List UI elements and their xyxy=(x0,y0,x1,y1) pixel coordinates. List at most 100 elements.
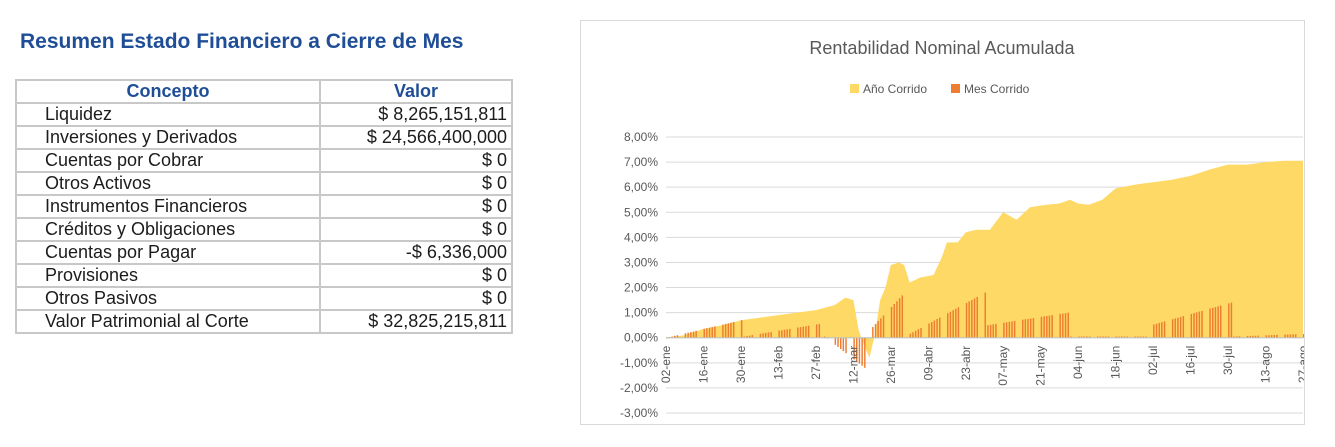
bar-mes-corrido xyxy=(914,330,917,338)
bar-mes-corrido xyxy=(1295,334,1297,338)
bar-mes-corrido xyxy=(724,323,727,338)
row-valor: $ 32,825,215,811 xyxy=(319,309,513,334)
bar-mes-corrido xyxy=(1008,321,1011,338)
bar-mes-corrido xyxy=(1013,321,1016,338)
bar-mes-corrido xyxy=(872,327,874,338)
bar-mes-corrido xyxy=(928,323,930,338)
bar-mes-corrido xyxy=(893,304,895,338)
table-row: Inversiones y Derivados $ 24,566,400,000 xyxy=(15,125,513,150)
bar-mes-corrido xyxy=(1273,335,1276,338)
bar-mes-corrido xyxy=(898,298,901,338)
returns-chart: Rentabilidad Nominal Acumulada Año Corri… xyxy=(620,38,1304,420)
bar-mes-corrido xyxy=(1059,313,1061,338)
table-row: Cuentas por Pagar -$ 6,336,000 xyxy=(15,240,513,265)
chart-title: Rentabilidad Nominal Acumulada xyxy=(809,38,1075,58)
legend-label-ano-corrido: Año Corrido xyxy=(863,82,927,96)
bar-mes-corrido xyxy=(968,301,970,338)
bar-mes-corrido xyxy=(807,325,810,338)
bar-mes-corrido xyxy=(1246,336,1249,338)
row-concepto: Liquidez xyxy=(15,102,321,127)
bar-mes-corrido xyxy=(1107,336,1110,338)
bar-mes-corrido xyxy=(1062,313,1064,338)
bar-mes-corrido xyxy=(783,329,786,338)
bar-mes-corrido xyxy=(1303,334,1304,338)
bar-mes-corrido xyxy=(1003,322,1005,338)
x-tick-label: 02-ene xyxy=(659,345,673,383)
bar-mes-corrido xyxy=(1005,322,1008,338)
x-tick-label: 30-ene xyxy=(734,345,748,383)
table-row: Provisiones $ 0 xyxy=(15,263,513,288)
bar-mes-corrido xyxy=(1198,311,1201,338)
y-axis: 8,00% 7,00% 6,00% 5,00% 4,00% 3,00% 2,00% 1,00%… xyxy=(620,130,658,420)
bar-mes-corrido xyxy=(799,327,802,338)
bar-mes-corrido xyxy=(727,323,730,338)
x-tick-label: 09-abr xyxy=(921,346,935,381)
bar-mes-corrido xyxy=(671,336,673,338)
bar-mes-corrido xyxy=(1236,336,1238,338)
bar-mes-corrido xyxy=(1118,336,1120,338)
x-axis: 02-ene 16-ene 30-ene 13-feb 27-feb 12-mar 26-m… xyxy=(659,345,1304,385)
bar-mes-corrido xyxy=(1249,335,1251,338)
bar-mes-corrido xyxy=(949,311,952,338)
summary-title: Resumen Estado Financiero a Cierre de Me… xyxy=(20,30,464,53)
x-tick-label: 13-feb xyxy=(771,345,785,379)
header-concepto: Concepto xyxy=(15,79,321,104)
bar-mes-corrido xyxy=(1230,302,1233,338)
row-valor: $ 0 xyxy=(319,194,513,219)
bar-mes-corrido xyxy=(674,335,676,338)
y-tick-label: 0,00% xyxy=(624,331,658,345)
bar-mes-corrido xyxy=(1201,310,1203,338)
x-tick-label: 26-mar xyxy=(884,346,898,384)
bar-mes-corrido xyxy=(749,335,751,338)
bar-mes-corrido xyxy=(971,299,973,338)
bar-mes-corrido xyxy=(703,328,705,338)
bar-mes-corrido xyxy=(1048,315,1051,338)
row-concepto: Inversiones y Derivados xyxy=(15,125,321,150)
bar-mes-corrido xyxy=(789,328,791,338)
bar-mes-corrido xyxy=(690,332,692,338)
bar-mes-corrido xyxy=(1067,312,1069,338)
bar-mes-corrido xyxy=(714,326,716,338)
bar-mes-corrido xyxy=(711,327,713,338)
x-tick-label: 16-ene xyxy=(697,345,711,383)
bar-mes-corrido xyxy=(965,302,968,338)
bar-mes-corrido xyxy=(1022,319,1024,338)
bar-mes-corrido xyxy=(864,337,866,368)
table-header-row: Concepto Valor xyxy=(15,79,513,104)
bar-mes-corrido xyxy=(861,337,863,366)
x-tick-label: 27-feb xyxy=(809,345,823,379)
bar-mes-corrido xyxy=(1228,303,1230,338)
bar-mes-corrido xyxy=(874,324,877,338)
x-tick-label: 27-ago xyxy=(1296,345,1304,383)
table-row: Otros Pasivos $ 0 xyxy=(15,286,513,311)
bar-mes-corrido xyxy=(1254,335,1257,338)
bar-mes-corrido xyxy=(834,337,837,345)
bar-mes-corrido xyxy=(797,327,799,338)
bar-mes-corrido xyxy=(995,323,997,338)
bar-mes-corrido xyxy=(1086,336,1088,338)
bar-mes-corrido xyxy=(896,301,898,338)
row-valor: $ 0 xyxy=(319,171,513,196)
bar-mes-corrido xyxy=(1209,308,1211,338)
bar-mes-corrido xyxy=(933,320,936,338)
bar-mes-corrido xyxy=(684,333,687,338)
bar-mes-corrido xyxy=(767,332,770,338)
x-tick-label: 30-jul xyxy=(1221,346,1235,375)
bar-mes-corrido xyxy=(1126,336,1128,338)
table-row: Otros Activos $ 0 xyxy=(15,171,513,196)
bar-mes-corrido xyxy=(1011,321,1013,338)
bar-mes-corrido xyxy=(1078,336,1080,338)
bar-series xyxy=(666,292,1304,368)
bar-mes-corrido xyxy=(880,318,882,338)
row-concepto: Valor Patrimonial al Corte xyxy=(15,309,321,334)
bar-mes-corrido xyxy=(877,321,879,338)
bar-mes-corrido xyxy=(1292,334,1294,338)
bar-mes-corrido xyxy=(837,337,839,347)
bar-mes-corrido xyxy=(765,332,767,338)
y-tick-label: 3,00% xyxy=(624,255,658,269)
legend-swatch-ano-corrido xyxy=(850,84,859,93)
bar-mes-corrido xyxy=(936,319,938,338)
bar-mes-corrido xyxy=(1171,319,1174,338)
bar-mes-corrido xyxy=(1238,336,1241,338)
bar-mes-corrido xyxy=(823,336,826,338)
